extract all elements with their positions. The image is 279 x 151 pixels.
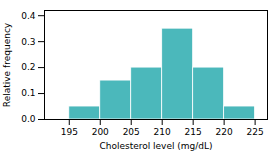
svg-text:0.4: 0.4 [21, 11, 36, 21]
svg-text:200: 200 [92, 127, 109, 137]
svg-text:220: 220 [216, 127, 233, 137]
svg-text:195: 195 [61, 127, 78, 137]
svg-text:205: 205 [123, 127, 140, 137]
svg-text:0.0: 0.0 [21, 114, 36, 124]
svg-text:Cholesterol level (mg/dL): Cholesterol level (mg/dL) [99, 141, 212, 151]
svg-text:0.2: 0.2 [21, 62, 35, 72]
svg-text:0.3: 0.3 [21, 37, 35, 47]
svg-text:215: 215 [185, 127, 202, 137]
svg-text:210: 210 [154, 127, 171, 137]
svg-text:225: 225 [247, 127, 264, 137]
svg-text:Relative frequency: Relative frequency [2, 22, 12, 107]
svg-text:0.1: 0.1 [21, 88, 35, 98]
